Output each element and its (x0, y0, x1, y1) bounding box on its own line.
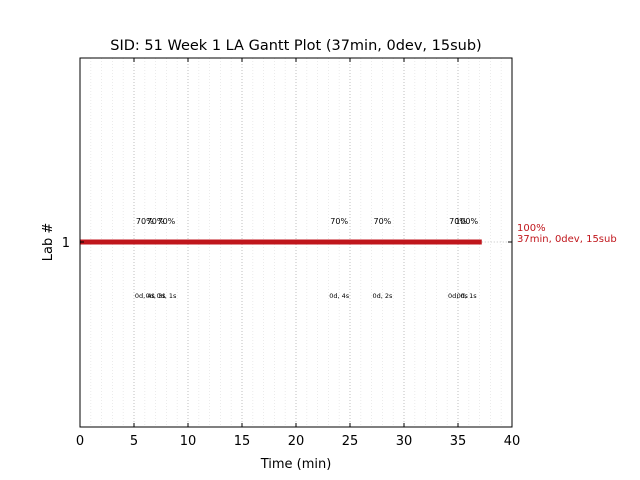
chart-title: SID: 51 Week 1 LA Gantt Plot (37min, 0de… (110, 38, 481, 54)
submission-score-label: 70% (147, 217, 165, 226)
x-tick-label: 0 (76, 434, 84, 449)
submission-score-label: 70% (158, 217, 176, 226)
x-tick-label: 25 (342, 434, 359, 449)
submission-score-label: 100% (455, 217, 478, 226)
x-axis-label: Time (min) (260, 457, 332, 472)
x-tick-label: 20 (288, 434, 305, 449)
x-tick-label: 30 (396, 434, 413, 449)
submission-detail-label: 0d, 0s (448, 292, 469, 300)
submission-score-label: 70% (449, 217, 467, 226)
x-tick-label: 10 (180, 434, 197, 449)
submission-detail-label: 0d, 1s (457, 292, 478, 300)
bar-end-percent-label: 100% (517, 223, 546, 234)
y-tick-label: 1 (62, 236, 70, 251)
plot-area: 70% 0d, 4s 70% 0d, 3s 70% 0d, 1s 70% 0d, 4s 70% 0… (62, 57, 617, 449)
submission-detail-label: 0d, 2s (372, 292, 393, 300)
gantt-bar (80, 239, 482, 245)
x-tick-label: 15 (234, 434, 251, 449)
submission-detail-label: 0d, 4s (329, 292, 350, 300)
submission-score-label: 70% (374, 217, 392, 226)
y-axis-label: Lab # (41, 223, 56, 262)
submission-score-label: 70% (330, 217, 348, 226)
submission-detail-label: 0d, 3s (146, 292, 167, 300)
submission-score-label: 70% (136, 217, 154, 226)
x-tick-label: 40 (504, 434, 521, 449)
x-tick-label: 35 (450, 434, 467, 449)
bar-end-summary-label: 37min, 0dev, 15sub (517, 234, 617, 245)
x-tick-label: 5 (130, 434, 138, 449)
submission-detail-label: 0d, 4s (135, 292, 156, 300)
submission-detail-label: 0d, 1s (156, 292, 177, 300)
